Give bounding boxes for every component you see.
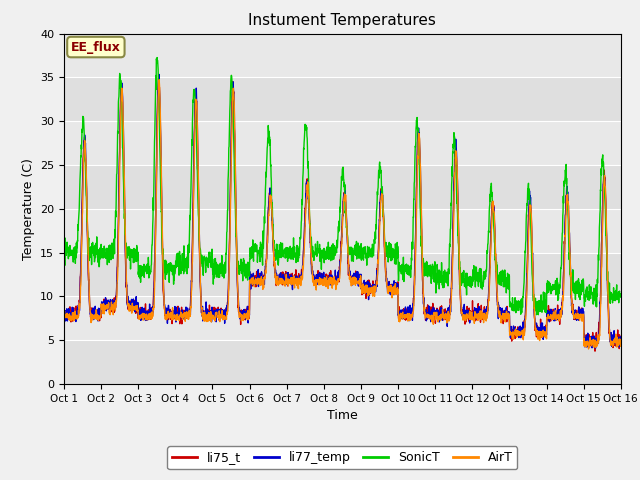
Bar xyxy=(64,296,621,340)
AirT xyxy=(60,312,68,317)
li77_temp xyxy=(60,308,68,313)
Y-axis label: Temperature (C): Temperature (C) xyxy=(22,158,35,260)
li75_t xyxy=(591,348,599,354)
Bar xyxy=(64,77,621,121)
AirT xyxy=(359,285,367,291)
li75_t xyxy=(371,284,379,290)
li75_t xyxy=(584,336,591,342)
SonicT xyxy=(568,284,576,289)
Line: SonicT: SonicT xyxy=(64,58,621,315)
AirT xyxy=(585,346,593,352)
Line: li77_temp: li77_temp xyxy=(64,74,621,348)
AirT xyxy=(568,300,575,305)
li75_t xyxy=(568,298,575,303)
li75_t xyxy=(359,287,367,293)
SonicT xyxy=(584,293,591,299)
li75_t xyxy=(155,72,163,78)
li77_temp xyxy=(584,338,591,344)
li75_t xyxy=(504,312,512,318)
Bar xyxy=(64,252,621,296)
li77_temp xyxy=(592,345,600,351)
Bar xyxy=(64,165,621,209)
Line: AirT: AirT xyxy=(64,80,621,349)
li77_temp xyxy=(617,334,625,339)
SonicT xyxy=(153,55,161,60)
Text: EE_flux: EE_flux xyxy=(71,40,121,54)
Line: li75_t: li75_t xyxy=(64,75,621,351)
li77_temp xyxy=(216,311,223,317)
Bar xyxy=(64,209,621,252)
li77_temp xyxy=(359,283,367,289)
SonicT xyxy=(617,294,625,300)
SonicT xyxy=(60,252,68,257)
li75_t xyxy=(216,317,223,323)
Legend: li75_t, li77_temp, SonicT, AirT: li75_t, li77_temp, SonicT, AirT xyxy=(167,446,518,469)
SonicT xyxy=(534,312,542,318)
AirT xyxy=(584,338,591,344)
AirT xyxy=(156,77,163,83)
Title: Instument Temperatures: Instument Temperatures xyxy=(248,13,436,28)
SonicT xyxy=(371,240,379,246)
AirT xyxy=(216,312,223,318)
li75_t xyxy=(60,305,68,311)
Bar xyxy=(64,340,621,384)
AirT xyxy=(617,342,625,348)
X-axis label: Time: Time xyxy=(327,409,358,422)
li77_temp xyxy=(155,72,163,77)
Bar xyxy=(64,34,621,77)
li77_temp xyxy=(371,282,379,288)
Bar xyxy=(64,121,621,165)
SonicT xyxy=(216,275,223,280)
li77_temp xyxy=(504,311,512,317)
SonicT xyxy=(504,286,512,292)
li77_temp xyxy=(568,300,575,306)
li75_t xyxy=(617,341,625,347)
SonicT xyxy=(359,246,367,252)
AirT xyxy=(371,284,379,289)
AirT xyxy=(504,310,512,316)
